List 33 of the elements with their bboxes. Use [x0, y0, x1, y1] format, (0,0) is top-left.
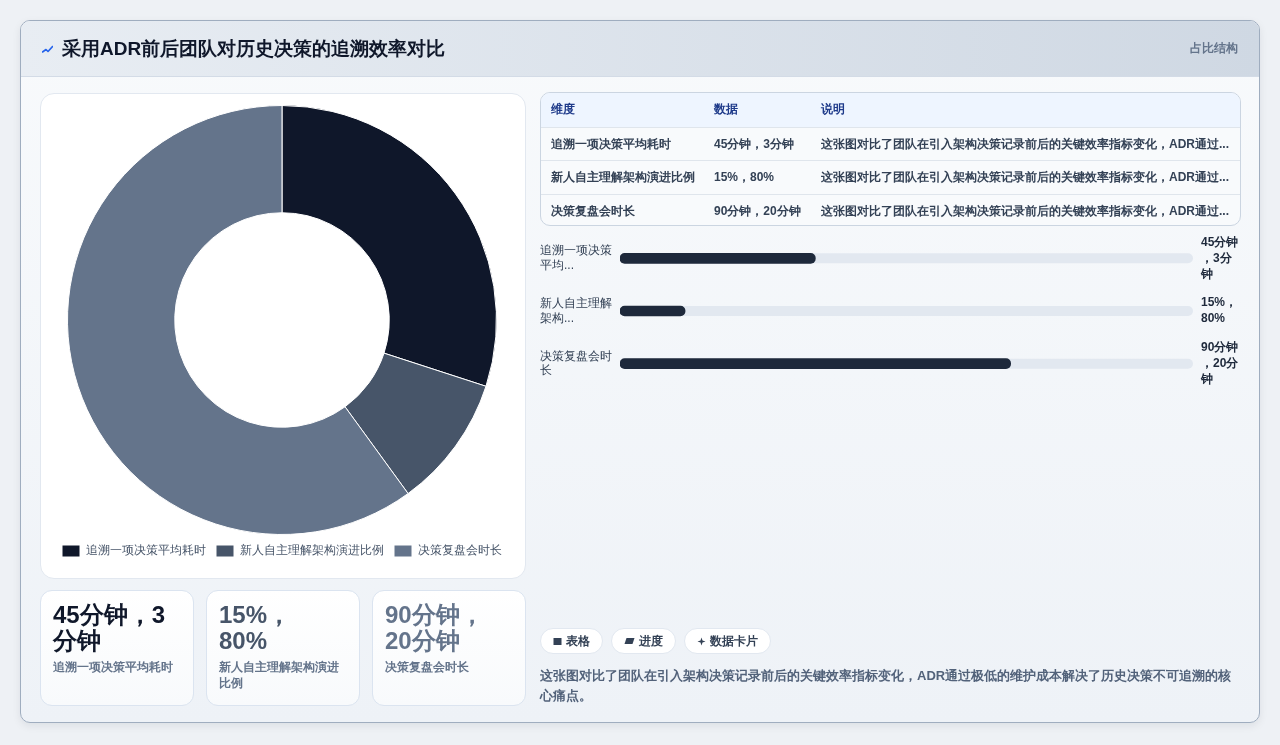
- text: 决策复盘会时长: [551, 202, 635, 219]
- text: 数据卡片: [710, 634, 758, 648]
- text: 这张图对比了团队在引入架构决策记录前后的关键效率指标变化，ADR通过...: [821, 135, 1229, 152]
- y-tick-label: 追溯一项决策平均...: [540, 243, 612, 272]
- text: 90分钟，20分钟: [714, 202, 801, 219]
- y-tick-label: 决策复盘会时长: [540, 348, 612, 378]
- text: 决策复盘会时长: [385, 660, 469, 674]
- text: 表格: [566, 634, 590, 648]
- text: 90分钟，20分钟: [385, 601, 484, 654]
- chart-title: 采用ADR前后团队对历史决策的追溯效率对比: [62, 37, 446, 61]
- text: 15%，80%: [219, 601, 292, 654]
- data-label: 45分钟，3分钟: [1200, 234, 1239, 281]
- text: 维度: [551, 101, 575, 117]
- data-label: 90分钟，20分钟: [1200, 339, 1240, 386]
- y-tick-label: 新人自主理解架构...: [540, 296, 612, 325]
- data-label: 15%，80%: [1201, 295, 1238, 326]
- text: 追溯一项决策平均耗时: [53, 660, 173, 674]
- text: 这张图对比了团队在引入架构决策记录前后的关键效率指标变化，ADR通过极低的维护成本解决了历史决策不可追溯的核心痛点。: [540, 668, 1232, 703]
- text: 追溯一项决策平均耗时: [551, 135, 671, 152]
- text: 占比结构: [1190, 40, 1238, 57]
- legend-label: 决策复盘会时长: [418, 543, 502, 558]
- text: 新人自主理解架构演进比例: [551, 169, 695, 185]
- legend-label: 追溯一项决策平均耗时: [86, 543, 206, 558]
- text: 15%，80%: [714, 169, 775, 185]
- text: 数据: [714, 101, 738, 117]
- text: 说明: [821, 101, 845, 117]
- text: 45分钟，3分钟: [714, 135, 795, 152]
- text: 新人自主理解架构演进比例: [219, 660, 339, 690]
- text: 进度: [639, 634, 663, 648]
- legend-label: 新人自主理解架构演进比例: [240, 543, 384, 558]
- text: 45分钟，3分钟: [53, 601, 166, 654]
- text: 这张图对比了团队在引入架构决策记录前后的关键效率指标变化，ADR通过...: [821, 202, 1229, 219]
- text: 这张图对比了团队在引入架构决策记录前后的关键效率指标变化，ADR通过...: [821, 169, 1229, 185]
